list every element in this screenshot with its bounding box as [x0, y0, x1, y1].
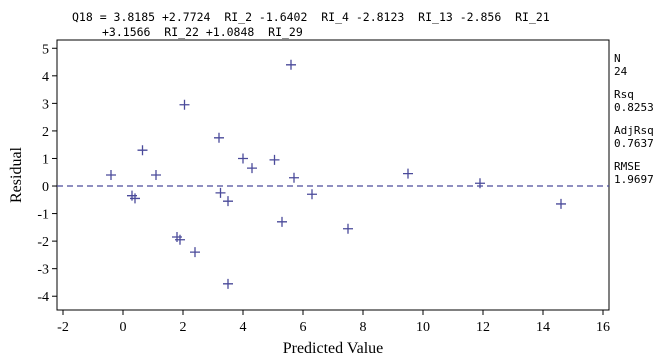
y-tick-label: 0 — [42, 180, 49, 195]
y-tick-label: 5 — [42, 42, 49, 57]
y-tick-label: 3 — [42, 97, 49, 112]
x-tick-label: 4 — [240, 320, 247, 335]
data-point-plus-marker — [175, 234, 185, 245]
plot-frame — [56, 39, 610, 311]
x-tick-label: 10 — [416, 320, 430, 335]
stat-rmse-label: RMSE — [614, 160, 641, 173]
data-point-plus-marker — [343, 223, 353, 234]
data-point-plus-marker — [215, 187, 226, 198]
x-tick-label: 6 — [300, 320, 307, 335]
x-tick-label: 14 — [536, 320, 550, 335]
fit-statistics: N 24 Rsq 0.8253 AdjRsq 0.7637 RMSE 1.969… — [614, 52, 654, 186]
stat-adjrsq-label: AdjRsq — [614, 124, 654, 137]
x-axis-title: Predicted Value — [283, 340, 384, 357]
stat-adjrsq-value: 0.7637 — [614, 137, 654, 150]
equation-line-2: +3.1566 RI_22 +1.0848 RI_29 — [102, 25, 303, 39]
data-point-plus-marker — [179, 99, 190, 110]
x-tick-label: 8 — [360, 320, 367, 335]
data-point-plus-marker — [247, 163, 257, 174]
data-point-plus-marker — [269, 154, 280, 165]
data-point-plus-marker — [190, 247, 200, 258]
x-axis: -2 0 2 4 6 8 10 12 14 16 — [57, 310, 610, 335]
y-tick-label: -2 — [37, 235, 49, 250]
y-tick-label: 4 — [42, 70, 49, 85]
stat-rsq-value: 0.8253 — [614, 101, 654, 114]
y-axis: 5 4 3 2 1 0 -1 -2 -3 -4 — [37, 42, 57, 305]
data-point-plus-marker — [238, 153, 248, 164]
y-tick-label: -4 — [37, 290, 49, 305]
x-tick-label: 2 — [180, 320, 187, 335]
y-tick-label: -1 — [37, 208, 49, 223]
stat-rsq-label: Rsq — [614, 88, 634, 101]
data-point-plus-marker — [223, 278, 233, 289]
data-point-plus-marker — [151, 170, 161, 180]
x-tick-label: 0 — [120, 320, 127, 335]
stat-rmse-value: 1.9697 — [614, 173, 654, 186]
data-point-plus-marker — [277, 216, 287, 227]
data-point-plus-marker — [130, 193, 140, 204]
data-point-plus-marker — [403, 168, 413, 179]
data-point-plus-marker — [137, 145, 148, 156]
y-tick-label: 1 — [42, 152, 49, 167]
data-point-plus-marker — [289, 172, 299, 183]
stat-n-value: 24 — [614, 65, 628, 78]
data-point-plus-marker — [556, 198, 566, 209]
data-point-plus-marker — [223, 196, 233, 207]
data-point-plus-marker — [475, 178, 485, 189]
y-axis-title: Residual — [8, 146, 25, 203]
data-point-plus-marker — [286, 59, 296, 70]
data-point-plus-marker — [214, 132, 224, 143]
x-tick-label: -2 — [57, 320, 69, 335]
x-tick-label: 12 — [476, 320, 490, 335]
x-tick-label: 16 — [596, 320, 610, 335]
data-point-plus-marker — [106, 170, 116, 180]
stat-n-label: N — [614, 52, 621, 65]
y-tick-label: -3 — [37, 263, 49, 278]
data-point-plus-marker — [307, 189, 317, 200]
equation-line-1: Q18 = 3.8185 +2.7724 RI_2 -1.6402 RI_4 -… — [72, 10, 550, 24]
y-tick-label: 2 — [42, 125, 49, 140]
data-points — [106, 59, 566, 289]
